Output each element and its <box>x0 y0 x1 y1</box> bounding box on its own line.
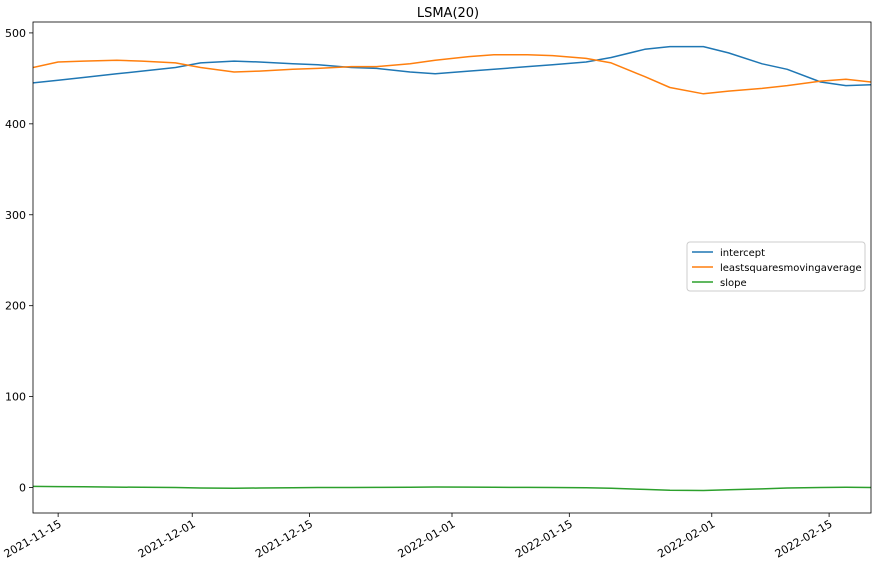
series-group <box>33 45 871 492</box>
chart-title: LSMA(20) <box>417 6 479 21</box>
legend-label-leastsquaresmovingaverage: leastsquaresmovingaverage <box>720 263 862 274</box>
x-tick-label: 2022-01-15 <box>513 517 575 560</box>
x-tick-label: 2022-01-01 <box>396 517 458 560</box>
y-tick-label: 100 <box>5 391 26 404</box>
y-tick-label: 400 <box>5 118 26 131</box>
series-line-slope <box>33 485 871 492</box>
legend-label-slope: slope <box>720 278 747 289</box>
x-tick-label: 2021-12-01 <box>136 517 198 560</box>
x-tick-label: 2021-12-15 <box>253 517 315 560</box>
legend-label-intercept: intercept <box>720 248 765 259</box>
y-tick-label: 500 <box>5 27 26 40</box>
y-tick-label: 200 <box>5 300 26 313</box>
y-tick-label: 300 <box>5 209 26 222</box>
x-tick-label: 2021-11-15 <box>2 517 64 560</box>
legend-box <box>686 241 866 292</box>
y-tick-label: 0 <box>19 482 26 495</box>
x-tick-label: 2022-02-01 <box>655 517 717 560</box>
x-tick-label: 2022-02-15 <box>773 517 835 560</box>
series-line-intercept <box>33 45 871 87</box>
plot-area: 0 100 200 300 400 500 2021-11-15 2021-12-01 2021… <box>2 21 872 561</box>
series-line-leastsquaresmovingaverage <box>33 53 871 95</box>
